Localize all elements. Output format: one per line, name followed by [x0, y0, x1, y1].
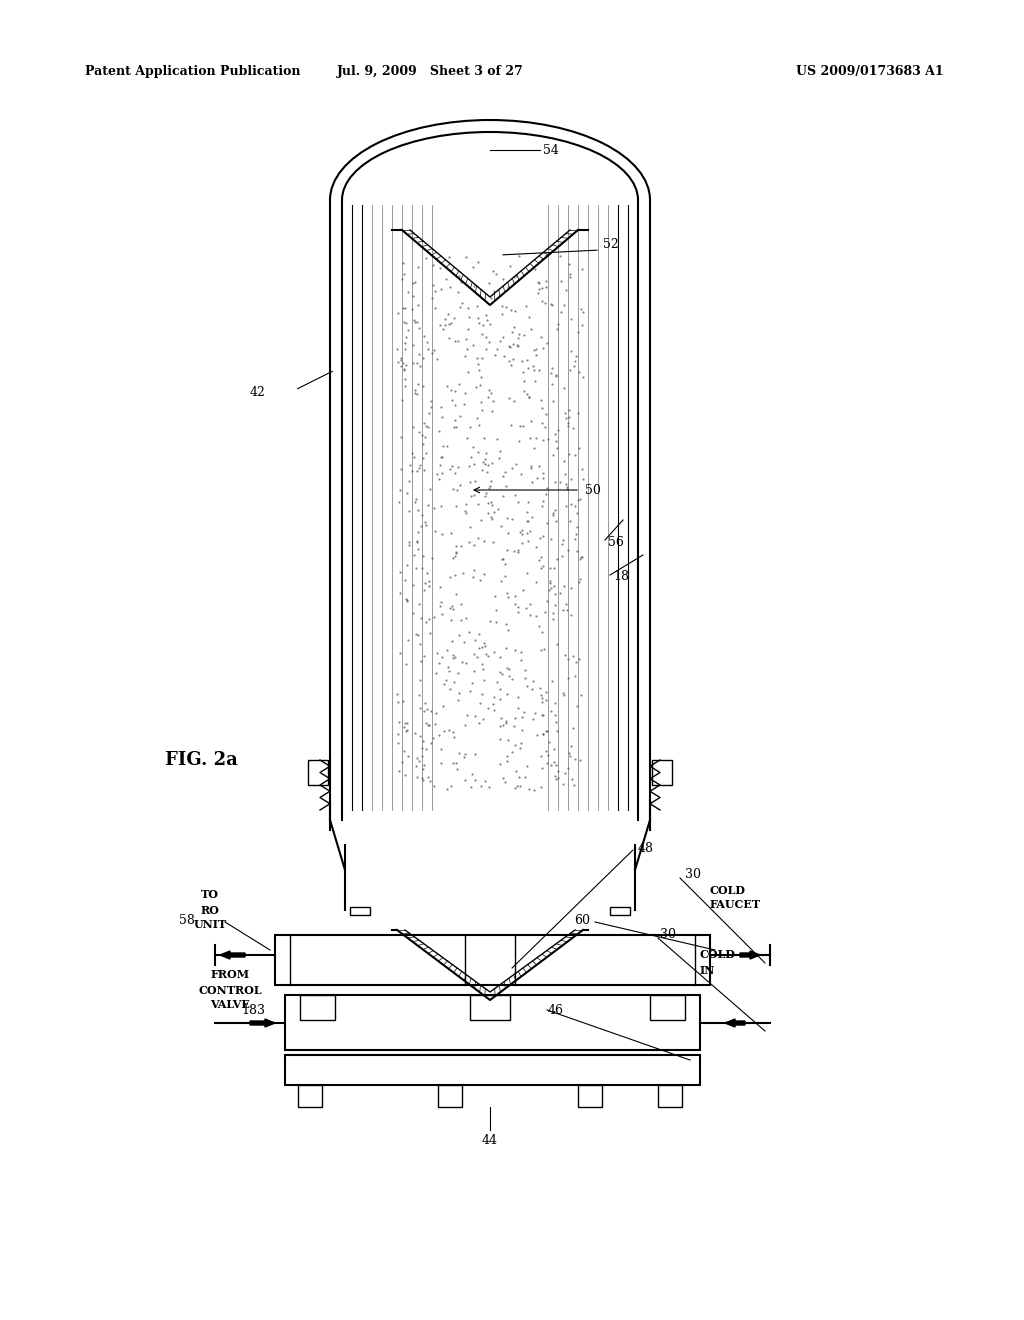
Bar: [275, 935, 710, 985]
Text: 56: 56: [608, 536, 624, 549]
FancyArrow shape: [740, 950, 760, 960]
Bar: [308, 760, 328, 785]
Bar: [300, 995, 335, 1020]
Text: COLD: COLD: [710, 884, 746, 895]
Bar: [350, 907, 370, 915]
Text: 46: 46: [548, 1003, 564, 1016]
Text: TO: TO: [201, 890, 219, 900]
Text: RO: RO: [201, 904, 219, 916]
Text: US 2009/0173683 A1: US 2009/0173683 A1: [797, 65, 944, 78]
Text: Patent Application Publication: Patent Application Publication: [85, 65, 300, 78]
Bar: [578, 1085, 602, 1107]
Text: 52: 52: [603, 239, 618, 252]
Text: 54: 54: [543, 144, 559, 157]
Bar: [285, 1055, 700, 1085]
Text: FAUCET: FAUCET: [710, 899, 761, 911]
Text: 18: 18: [613, 570, 629, 583]
Bar: [438, 1085, 462, 1107]
Text: 30: 30: [685, 869, 701, 882]
Bar: [658, 1085, 682, 1107]
Text: VALVE: VALVE: [210, 999, 250, 1011]
Bar: [298, 1085, 322, 1107]
Text: CONTROL: CONTROL: [199, 985, 262, 995]
Text: 44: 44: [482, 1134, 498, 1147]
Text: 183: 183: [241, 1003, 265, 1016]
FancyArrow shape: [250, 1019, 275, 1027]
FancyArrow shape: [725, 1019, 745, 1027]
Text: IN: IN: [700, 965, 716, 975]
Text: COLD: COLD: [700, 949, 736, 961]
Text: 58: 58: [179, 913, 195, 927]
Text: 48: 48: [638, 842, 654, 854]
Bar: [285, 995, 700, 1049]
Bar: [652, 760, 672, 785]
Text: 50: 50: [585, 483, 601, 496]
Text: 30: 30: [660, 928, 676, 941]
Bar: [610, 907, 630, 915]
Text: 60: 60: [574, 913, 590, 927]
Bar: [470, 995, 510, 1020]
FancyArrow shape: [220, 950, 245, 960]
Text: FIG. 2a: FIG. 2a: [165, 751, 238, 770]
Text: Jul. 9, 2009   Sheet 3 of 27: Jul. 9, 2009 Sheet 3 of 27: [337, 65, 523, 78]
Text: UNIT: UNIT: [194, 920, 226, 931]
Bar: [650, 995, 685, 1020]
Text: FROM: FROM: [211, 969, 250, 981]
Text: 42: 42: [249, 385, 265, 399]
